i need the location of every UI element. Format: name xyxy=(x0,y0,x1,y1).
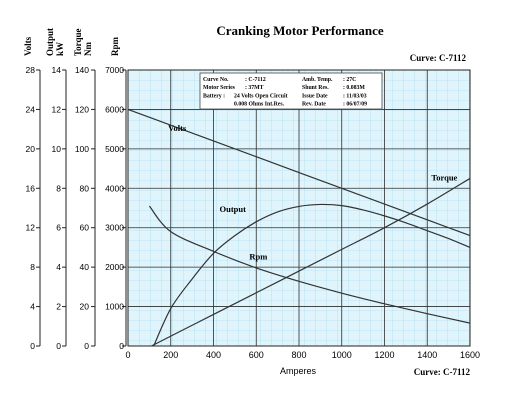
x-tick-label: 1400 xyxy=(417,350,437,360)
x-tick-label: 1200 xyxy=(374,350,394,360)
torque-series-label: Torque xyxy=(431,172,457,182)
output-tick-label: 4 xyxy=(56,262,61,272)
volts-tick-label: 28 xyxy=(26,65,36,75)
torque-curve xyxy=(151,177,471,347)
output-tick-label: 12 xyxy=(52,104,62,114)
output-tick-label: 0 xyxy=(56,341,61,351)
torque-axis-title: Torque xyxy=(73,28,83,56)
x-tick-label: 0 xyxy=(125,350,130,360)
output-tick-label: 10 xyxy=(52,144,62,154)
info-box-cell: : 37MT xyxy=(245,85,264,91)
info-box xyxy=(199,72,383,110)
info-box-cell: : 11/03/03 xyxy=(343,93,367,99)
info-box-cell: Amb. Temp. xyxy=(302,77,333,83)
curve-label-bottom: Curve: C-7112 xyxy=(414,367,471,377)
volts-curve xyxy=(127,108,471,237)
x-tick-label: 400 xyxy=(206,350,221,360)
info-box-cell: : 06/07/09 xyxy=(343,102,367,108)
info-box-cell: Battery : xyxy=(203,93,225,99)
output-series-label: Output xyxy=(220,204,247,214)
torque-tick-label: 120 xyxy=(75,104,89,114)
output-tick-label: 8 xyxy=(56,183,61,193)
volts-tick-label: 0 xyxy=(30,341,35,351)
chart-title: Cranking Motor Performance xyxy=(216,23,384,38)
rpm-tick-label: 6000 xyxy=(105,104,124,114)
torque-axis-title: Nm xyxy=(83,42,93,56)
info-box-cell: Curve No. xyxy=(203,77,229,83)
info-box-cell: : 27C xyxy=(343,77,356,83)
output-tick-label: 6 xyxy=(56,223,61,233)
curve-label-top: Curve: C-7112 xyxy=(410,53,467,63)
x-tick-label: 600 xyxy=(249,350,264,360)
rpm-tick-label: 4000 xyxy=(105,183,124,193)
info-box-cell: Issue Date xyxy=(302,93,328,99)
output-curve xyxy=(153,203,471,347)
x-tick-label: 800 xyxy=(291,350,306,360)
info-box-cell: : 0.083M xyxy=(343,85,365,91)
rpm-tick-label: 2000 xyxy=(105,262,124,272)
x-tick-label: 1600 xyxy=(460,350,480,360)
info-box-cell: Rev. Date xyxy=(302,102,326,108)
volts-series-label: Volts xyxy=(168,123,187,133)
torque-tick-label: 40 xyxy=(80,262,90,272)
rpm-tick-label: 5000 xyxy=(105,144,124,154)
volts-tick-label: 16 xyxy=(26,183,36,193)
torque-tick-label: 20 xyxy=(80,302,90,312)
x-tick-label: 1000 xyxy=(332,350,352,360)
x-axis-label: Amperes xyxy=(280,366,317,376)
torque-tick-label: 100 xyxy=(75,144,89,154)
torque-tick-label: 60 xyxy=(80,223,90,233)
info-box-cell: Shunt Res. xyxy=(302,85,329,91)
rpm-curve xyxy=(148,205,471,324)
volts-tick-label: 24 xyxy=(26,104,36,114)
rpm-series-label: Rpm xyxy=(249,251,267,261)
rpm-tick-label: 3000 xyxy=(105,223,124,233)
output-axis-title: kW xyxy=(55,42,65,56)
rpm-tick-label: 1000 xyxy=(105,302,124,312)
rpm-axis-title: Rpm xyxy=(110,36,120,56)
torque-tick-label: 0 xyxy=(84,341,89,351)
info-box-cell: Motor Series xyxy=(203,85,236,91)
output-axis-title: Output xyxy=(45,28,55,56)
info-box-cell: 0.008 Ohms Int.Res. xyxy=(234,102,285,108)
plot-border xyxy=(127,69,471,347)
volts-axis-title: Volts xyxy=(23,36,33,56)
output-tick-label: 14 xyxy=(52,65,62,75)
torque-tick-label: 140 xyxy=(75,65,89,75)
volts-tick-label: 8 xyxy=(30,262,35,272)
volts-tick-label: 20 xyxy=(26,144,36,154)
volts-tick-label: 12 xyxy=(26,223,36,233)
output-tick-label: 2 xyxy=(56,302,61,312)
x-tick-label: 200 xyxy=(163,350,178,360)
info-box-cell: : C-7112 xyxy=(245,77,266,83)
info-box-cell: 24 Volts Open Circuit xyxy=(234,93,288,99)
volts-tick-label: 4 xyxy=(30,302,35,312)
torque-tick-label: 80 xyxy=(80,183,90,193)
rpm-tick-label: 0 xyxy=(119,341,124,351)
rpm-tick-label: 7000 xyxy=(105,65,124,75)
